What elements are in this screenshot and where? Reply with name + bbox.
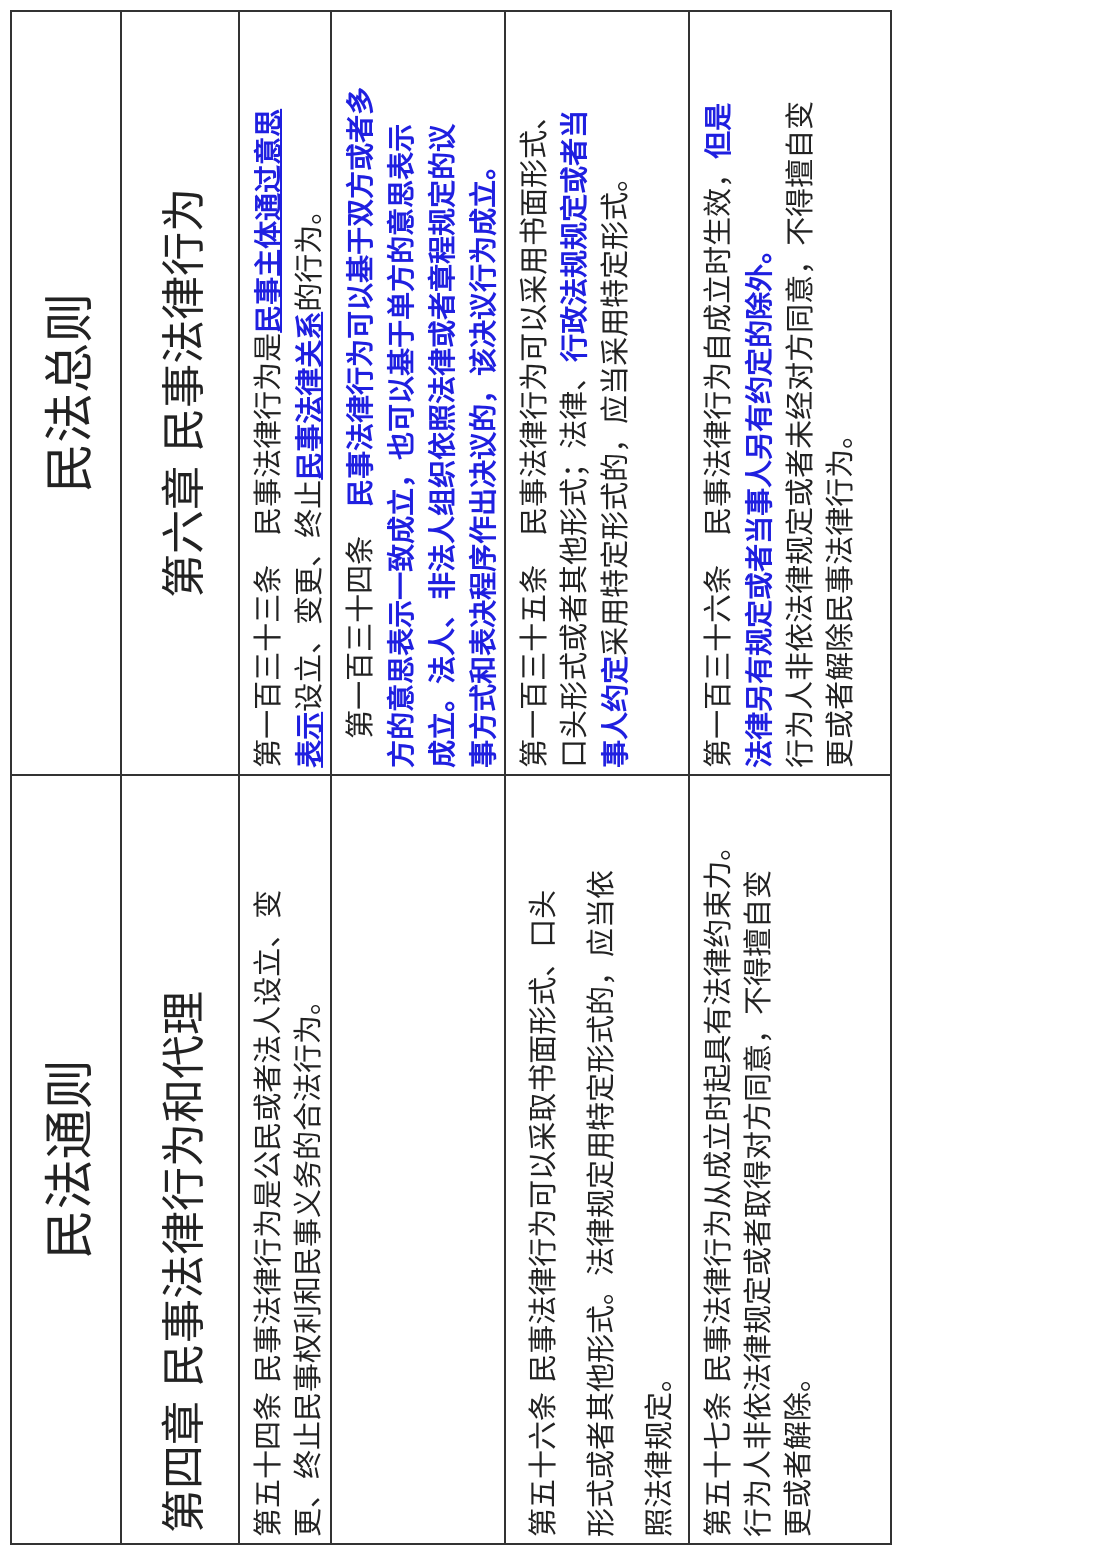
text-line: 第五十六条 民事法律行为可以采取书面形式、口头: [514, 782, 572, 1537]
text-line: 方的意思表示一致成立，也可以基于单方的意思表示: [381, 18, 422, 768]
article-left: 第五十六条 民事法律行为可以采取书面形式、口头 形式或者其他形式。法律规定用特定形…: [505, 774, 689, 1544]
text: 第一百三十四条: [343, 506, 377, 768]
text: 行为人非依法律规定或者未经对方同意，不得擅自变: [783, 100, 817, 768]
text: 的行为。: [292, 195, 326, 312]
text-line: 更或者解除民事法律行为。: [820, 18, 860, 768]
comparison-table: 民法通则 民法总则 第四章 民事法律行为和代理 第六章 民事法律行为 第五十四条…: [10, 10, 892, 1545]
article-right: 第一百三十四条 民事法律行为可以基于双方或者多 方的意思表示一致成立，也可以基于单…: [331, 11, 505, 775]
chapter-left: 第四章 民事法律行为和代理: [121, 774, 239, 1544]
text-line: 第一百三十六条 民事法律行为自成立时生效，但是: [698, 18, 739, 768]
header-row: 民法通则 民法总则: [11, 11, 121, 1544]
text: 行为人非依法律规定或者取得对方同意，不得擅自变: [741, 869, 775, 1537]
highlighted-text: 但是: [702, 102, 735, 159]
highlighted-text: 行政法规规定或者当: [558, 109, 591, 362]
highlighted-text: 成立。法人、非法人组织依照法律或者章程规定的议: [426, 123, 459, 768]
table-row: 第五十四条 民事法律行为是公民或者法人设立、变 更、终止民事权利和民事义务的合法行…: [239, 11, 331, 1544]
table-row: 第一百三十四条 民事法律行为可以基于双方或者多 方的意思表示一致成立，也可以基于单…: [331, 11, 505, 1544]
text-line: 第一百三十四条 民事法律行为可以基于双方或者多: [340, 18, 381, 768]
article-right: 第一百三十五条 民事法律行为可以采用书面形式、 口头形式或者其他形式；法律、行政法…: [505, 11, 689, 775]
text: 第一百三十三条 民事法律行为是: [251, 332, 285, 768]
text: 形式或者其他形式。法律规定用特定形式的，应当依: [584, 869, 618, 1537]
text-line: 事人约定采用特定形式的，应当采用特定形式。: [595, 18, 636, 768]
text-line: 行为人非依法律规定或者未经对方同意，不得擅自变: [780, 18, 820, 768]
text-line: 第五十四条 民事法律行为是公民或者法人设立、变: [248, 782, 288, 1537]
chapter-right: 第六章 民事法律行为: [121, 11, 239, 775]
highlighted-text: 民事法律关系: [293, 311, 326, 480]
text: 第五十四条 民事法律行为是公民或者法人设立、变: [251, 889, 285, 1537]
text: 第一百三十六条 民事法律行为自成立时生效，: [701, 158, 735, 768]
text-line: 第一百三十三条 民事法律行为是民事主体通过意思: [248, 18, 289, 768]
article-right: 第一百三十六条 民事法律行为自成立时生效，但是 法律另有规定或者当事人另有约定的除…: [689, 11, 891, 775]
text-line: 法律另有规定或者当事人另有约定的除外。: [739, 18, 780, 768]
text: 更或者解除民事法律行为。: [823, 419, 857, 768]
table-row: 第五十七条 民事法律行为从成立时起具有法律约束力。 行为人非依法律规定或者取得对方…: [689, 11, 891, 1544]
text: 第一百三十五条 民事法律行为可以采用书面形式、: [517, 100, 551, 768]
article-left: 第五十四条 民事法律行为是公民或者法人设立、变 更、终止民事权利和民事义务的合法行…: [239, 774, 331, 1544]
article-left: 第五十七条 民事法律行为从成立时起具有法律约束力。 行为人非依法律规定或者取得对方…: [689, 774, 891, 1544]
article-left: [331, 774, 505, 1544]
text-line: 事方式和表决程序作出决议的，该决议行为成立。: [463, 18, 504, 768]
text-line: 表示设立、变更、终止民事法律关系的行为。: [289, 18, 330, 768]
text-line: 照法律规定。: [630, 782, 688, 1537]
text: 口头形式或者其他形式；法律、: [557, 361, 591, 768]
text-line: 更、终止民事权利和民事义务的合法行为。: [288, 782, 328, 1537]
text: 照法律规定。: [642, 1362, 676, 1537]
table-row: 第五十六条 民事法律行为可以采取书面形式、口头 形式或者其他形式。法律规定用特定形…: [505, 11, 689, 1544]
chapter-row: 第四章 民事法律行为和代理 第六章 民事法律行为: [121, 11, 239, 1544]
header-left: 民法通则: [11, 774, 121, 1544]
highlighted-text: 民事法律行为可以基于双方或者多: [344, 86, 377, 507]
text: 第五十七条 民事法律行为从成立时起具有法律约束力。: [701, 831, 735, 1537]
text-line: 口头形式或者其他形式；法律、行政法规规定或者当: [554, 18, 595, 768]
highlighted-text: 法律另有规定或者当事人另有约定的除外。: [743, 235, 776, 768]
text-line: 成立。法人、非法人组织依照法律或者章程规定的议: [422, 18, 463, 768]
text: 设立、变更、终止: [292, 479, 326, 712]
text-line: 形式或者其他形式。法律规定用特定形式的，应当依: [572, 782, 630, 1537]
highlighted-text: 民事主体通过意思: [252, 108, 285, 333]
text-line: 更或者解除。: [778, 782, 818, 1537]
text-line: 第五十七条 民事法律行为从成立时起具有法律约束力。: [698, 782, 738, 1537]
article-right: 第一百三十三条 民事法律行为是民事主体通过意思 表示设立、变更、终止民事法律关系的…: [239, 11, 331, 775]
highlighted-text: 表示: [293, 711, 326, 768]
text: 更、终止民事权利和民事义务的合法行为。: [291, 985, 325, 1537]
text: 第五十六条 民事法律行为可以采取书面形式、口头: [526, 889, 560, 1537]
header-right: 民法总则: [11, 11, 121, 775]
text-line: 第一百三十五条 民事法律行为可以采用书面形式、: [514, 18, 554, 768]
highlighted-text: 方的意思表示一致成立，也可以基于单方的意思表示: [385, 123, 418, 768]
text: 更或者解除。: [781, 1362, 815, 1537]
text: 采用特定形式的，应当采用特定形式。: [598, 162, 632, 656]
highlighted-text: 事方式和表决程序作出决议的，该决议行为成立。: [467, 151, 500, 768]
highlighted-text: 事人约定: [599, 655, 632, 768]
text-line: 行为人非依法律规定或者取得对方同意，不得擅自变: [738, 782, 778, 1537]
